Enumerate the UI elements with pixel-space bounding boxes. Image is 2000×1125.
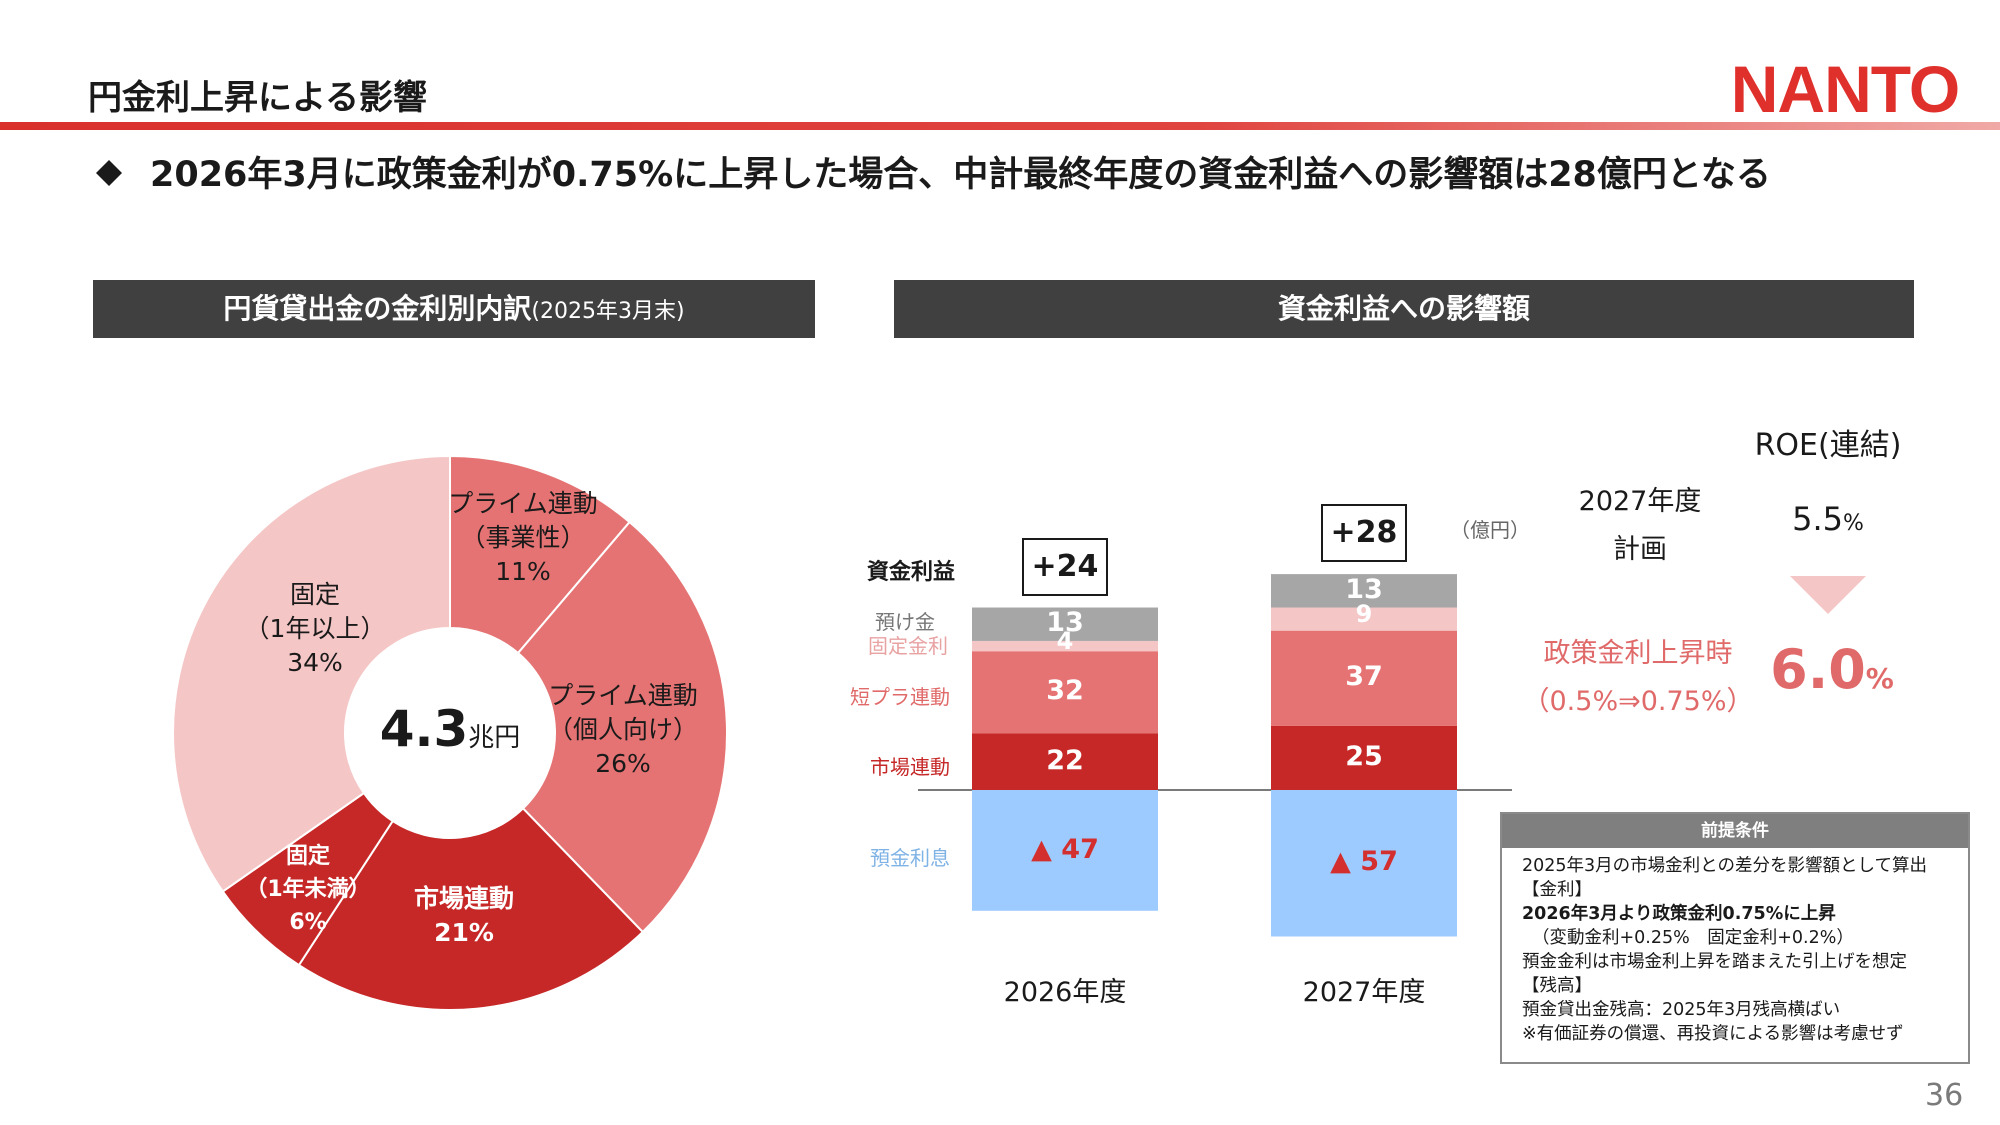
down-arrow-icon (1790, 576, 1866, 614)
donut-slice-market-linked (297, 807, 645, 1011)
bar-segment (1271, 574, 1457, 608)
row-label-deposit-interest: 預金利息 (870, 846, 950, 870)
header-rule (0, 122, 2000, 130)
row-label-market: 市場連動 (870, 755, 950, 779)
bar-segment (1271, 630, 1457, 726)
donut-slice-prime-personal (516, 520, 728, 934)
assumptions-title: 前提条件 (1502, 814, 1968, 848)
headline-text: 2026年3月に政策金利が0.75%に上昇した場合、中計最終年度の資金利益への影… (150, 155, 1771, 195)
nanto-logo: NANTO (1731, 52, 1960, 126)
roe-hike-value: 6.0% (1770, 638, 1894, 701)
label-prime-personal: プライム連動 （個人向け） 26% (547, 681, 698, 778)
bar-segment (972, 607, 1158, 641)
headline: 2026年3月に政策金利が0.75%に上昇した場合、中計最終年度の資金利益への影… (96, 146, 1771, 197)
left-panel-header: 円貨貸出金の金利別内訳(2025年3月末) (93, 280, 815, 338)
bar-value-label: 22 (1046, 744, 1084, 776)
unit-label: （億円） (1450, 518, 1530, 542)
bar-total-box: +24 (1022, 537, 1108, 596)
bar-value-label: 32 (1046, 675, 1084, 707)
category-label: 2027年度 (1302, 977, 1426, 1008)
bar-value-label: 9 (1355, 600, 1373, 629)
bar-segment (972, 640, 1158, 652)
label-prime-business: プライム連動 （事業性） 11% (448, 489, 598, 586)
bar-value-label: 37 (1345, 661, 1383, 693)
total-value: 4.3 (379, 700, 469, 758)
assumptions-box: 前提条件 2025年3月の市場金利との差分を影響額として算出 【金利】 2026… (1500, 812, 1970, 1064)
roe-plan-value: 5.5% (1792, 500, 1864, 538)
left-panel-title: 円貨貸出金の金利別内訳 (223, 292, 532, 325)
row-label-fixed: 固定金利 (868, 634, 948, 658)
row-label-short-prime: 短プラ連動 (850, 685, 950, 709)
bar-value-label: 4 (1056, 627, 1074, 656)
right-panel-header: 資金利益への影響額 (894, 280, 1914, 338)
bar-value-label: ▲ 57 (1330, 846, 1398, 877)
row-label-deposit: 預け金 (875, 610, 935, 634)
left-panel-subtitle: (2025年3月末) (531, 299, 685, 324)
label-fixed-short: 固定 （1年未満） 6% (245, 844, 371, 935)
total-unit: 兆円 (468, 723, 521, 753)
bar-segment (972, 733, 1158, 790)
bar-value-label: 13 (1046, 607, 1084, 639)
category-label: 2026年度 (1003, 977, 1127, 1008)
label-fixed-long: 固定 （1年以上） 34% (244, 580, 386, 677)
bar-segment (1271, 725, 1457, 790)
right-panel-title: 資金利益への影響額 (1277, 292, 1530, 325)
label-market-linked: 市場連動 21% (413, 884, 514, 947)
roe-plan-label: 2027年度 計画 (1578, 486, 1702, 565)
bar-segment (972, 790, 1158, 911)
bar-segment (972, 651, 1158, 734)
bar-segment (1271, 607, 1457, 631)
diamond-bullet-icon (96, 155, 122, 195)
bar-total-box: +28 (1321, 504, 1407, 563)
bar-segment (1271, 790, 1457, 937)
page-title: 円金利上昇による影響 (88, 78, 427, 118)
bar-value-label: 13 (1345, 573, 1383, 605)
donut-slice-fixed-long (172, 454, 451, 893)
assumptions-body: 2025年3月の市場金利との差分を影響額として算出 【金利】 2026年3月より… (1522, 856, 1927, 1044)
bar-value-label: 25 (1345, 740, 1383, 772)
roe-title: ROE(連結) (1754, 428, 1902, 463)
svg-text:NANTO: NANTO (1731, 52, 1959, 126)
roe-hike-label: 政策金利上昇時 （0.5%⇒0.75%） (1522, 638, 1754, 717)
donut-slice-prime-business (449, 454, 631, 655)
donut-center-total: 4.3兆円 (360, 700, 540, 758)
page-number: 36 (1925, 1078, 1964, 1113)
bar-value-label: ▲ 47 (1031, 834, 1099, 865)
row-label-profit: 資金利益 (866, 560, 955, 585)
